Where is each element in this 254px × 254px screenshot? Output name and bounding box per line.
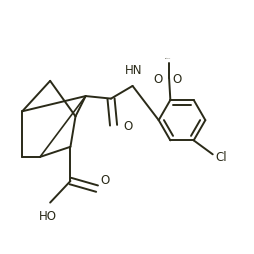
Text: O: O xyxy=(171,73,181,86)
Text: O: O xyxy=(101,173,110,186)
Text: HN: HN xyxy=(125,64,142,77)
Text: methoxy: methoxy xyxy=(164,57,170,58)
Text: O: O xyxy=(123,119,132,132)
Text: O: O xyxy=(153,73,162,86)
Text: HO: HO xyxy=(38,209,56,222)
Text: Cl: Cl xyxy=(215,150,227,163)
